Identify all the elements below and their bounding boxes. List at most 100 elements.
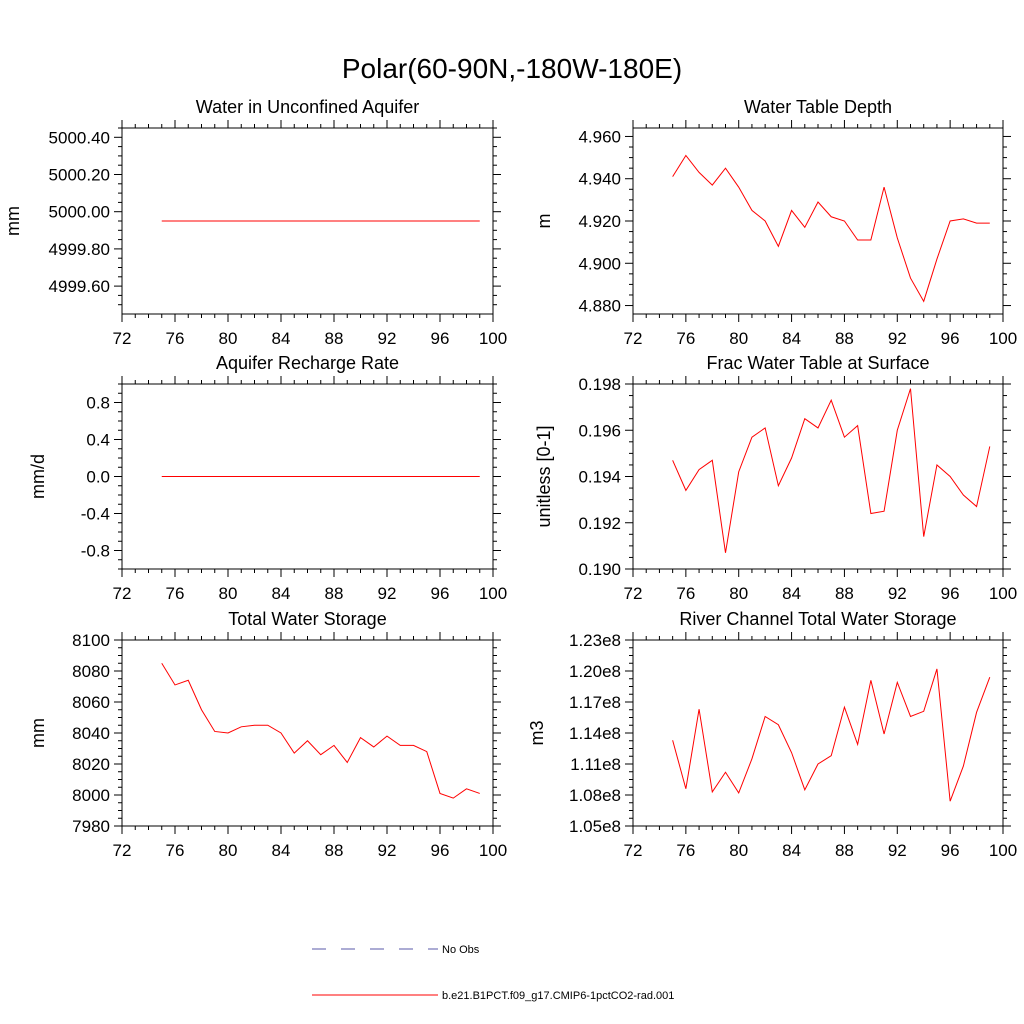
legend: No Obs b.e21.B1PCT.f09_g17.CMIP6-1pctCO2… bbox=[312, 944, 674, 1002]
y-tick-label: 0.190 bbox=[578, 560, 621, 579]
panel-aquifer-recharge: Aquifer Recharge Rate 72 76 80 84 88 92 96 100 0.… bbox=[28, 353, 507, 603]
y-axis-label: mm bbox=[3, 206, 23, 236]
y-tick-label: 8080 bbox=[72, 662, 110, 681]
series-line-model bbox=[672, 154, 990, 303]
x-tick-label: 80 bbox=[729, 584, 748, 603]
y-tick-label: 8000 bbox=[72, 786, 110, 805]
x-tick-label: 92 bbox=[378, 841, 397, 860]
y-tick-label: 1.23e8 bbox=[569, 631, 621, 650]
y-tick-label: 4.880 bbox=[578, 297, 621, 316]
y-tick-label: 0.194 bbox=[578, 468, 621, 487]
x-tick-label: 84 bbox=[782, 584, 801, 603]
y-tick-label: 8100 bbox=[72, 631, 110, 650]
y-tick-label: 0.192 bbox=[578, 514, 621, 533]
y-tick-label: 1.17e8 bbox=[569, 693, 621, 712]
legend-label-no-obs: No Obs bbox=[442, 944, 480, 956]
series-line-model bbox=[161, 662, 480, 799]
panel-title: Aquifer Recharge Rate bbox=[216, 353, 399, 373]
panel-title: Frac Water Table at Surface bbox=[706, 353, 929, 373]
panel-water-table-depth: Water Table Depth 72 76 80 84 88 92 96 100 4.960 4… bbox=[534, 97, 1017, 348]
x-tick-label: 76 bbox=[676, 841, 695, 860]
x-tick-label: 96 bbox=[431, 841, 450, 860]
x-tick-label: 100 bbox=[479, 584, 507, 603]
x-tick-label: 76 bbox=[166, 584, 185, 603]
legend-label-model: b.e21.B1PCT.f09_g17.CMIP6-1pctCO2-rad.00… bbox=[442, 990, 674, 1002]
x-tick-label: 88 bbox=[835, 584, 854, 603]
x-tick-label: 100 bbox=[989, 841, 1017, 860]
x-tick-label: 88 bbox=[325, 584, 344, 603]
y-axis-label: unitless [0-1] bbox=[534, 425, 554, 527]
plot-frame bbox=[632, 383, 1004, 570]
panel-frac-water-table: Frac Water Table at Surface 72 76 80 84 88 92 9… bbox=[534, 353, 1017, 603]
x-tick-label: 100 bbox=[479, 329, 507, 348]
x-tick-label: 92 bbox=[888, 329, 907, 348]
y-tick-label: 5000.40 bbox=[49, 128, 110, 147]
x-tick-label: 80 bbox=[219, 584, 238, 603]
x-tick-label: 92 bbox=[378, 329, 397, 348]
x-tick-label: 80 bbox=[219, 841, 238, 860]
y-tick-label: 4.900 bbox=[578, 254, 621, 273]
y-tick-label: 4999.80 bbox=[49, 240, 110, 259]
y-axis-label: mm/d bbox=[28, 454, 48, 499]
x-tick-label: 88 bbox=[835, 329, 854, 348]
x-tick-label: 96 bbox=[431, 329, 450, 348]
panel-title: River Channel Total Water Storage bbox=[679, 609, 956, 629]
y-tick-label: 5000.00 bbox=[49, 203, 110, 222]
y-tick-label: 5000.20 bbox=[49, 166, 110, 185]
x-tick-label: 84 bbox=[272, 841, 291, 860]
x-tick-label: 84 bbox=[272, 584, 291, 603]
y-tick-label: 0.198 bbox=[578, 375, 621, 394]
x-tick-label: 100 bbox=[479, 841, 507, 860]
x-tick-label: 76 bbox=[676, 584, 695, 603]
y-tick-label: 4.920 bbox=[578, 212, 621, 231]
y-tick-label: 7980 bbox=[72, 817, 110, 836]
x-tick-label: 80 bbox=[219, 329, 238, 348]
y-tick-label: 1.20e8 bbox=[569, 662, 621, 681]
plot-frame bbox=[632, 127, 1004, 315]
x-tick-label: 92 bbox=[378, 584, 397, 603]
x-tick-label: 80 bbox=[729, 841, 748, 860]
y-tick-label: 1.08e8 bbox=[569, 786, 621, 805]
y-tick-label: 1.14e8 bbox=[569, 724, 621, 743]
panel-title: Total Water Storage bbox=[228, 609, 386, 629]
x-tick-label: 76 bbox=[166, 841, 185, 860]
x-tick-label: 88 bbox=[325, 841, 344, 860]
x-tick-label: 96 bbox=[941, 841, 960, 860]
y-tick-label: -0.4 bbox=[81, 505, 110, 524]
panel-total-water-storage: Total Water Storage 72 76 80 84 88 92 96 100 8100… bbox=[28, 609, 507, 860]
y-tick-label: 8040 bbox=[72, 724, 110, 743]
x-tick-label: 92 bbox=[888, 841, 907, 860]
x-tick-label: 76 bbox=[676, 329, 695, 348]
y-tick-label: 0.196 bbox=[578, 421, 621, 440]
panel-title: Water in Unconfined Aquifer bbox=[196, 97, 419, 117]
y-axis-label: mm bbox=[28, 718, 48, 748]
y-axis-label: m3 bbox=[527, 720, 547, 745]
y-tick-label: 1.11e8 bbox=[570, 755, 621, 774]
x-tick-label: 100 bbox=[989, 584, 1017, 603]
x-tick-label: 84 bbox=[272, 329, 291, 348]
x-tick-label: 72 bbox=[624, 584, 643, 603]
panel-river-channel-storage: River Channel Total Water Storage 72 76 80 8… bbox=[527, 609, 1017, 860]
y-tick-label: 0.4 bbox=[86, 431, 110, 450]
x-tick-label: 92 bbox=[888, 584, 907, 603]
x-tick-label: 96 bbox=[431, 584, 450, 603]
x-tick-label: 72 bbox=[113, 329, 132, 348]
x-tick-label: 88 bbox=[325, 329, 344, 348]
plot-frame bbox=[121, 639, 494, 827]
y-tick-label: 8060 bbox=[72, 693, 110, 712]
x-tick-label: 72 bbox=[624, 329, 643, 348]
y-tick-label: -0.8 bbox=[81, 542, 110, 561]
x-tick-label: 84 bbox=[782, 329, 801, 348]
panel-unconfined-aquifer: Water in Unconfined Aquifer 72 76 80 84 88 92 9… bbox=[3, 97, 507, 348]
y-tick-label: 4.940 bbox=[578, 170, 621, 189]
x-tick-label: 84 bbox=[782, 841, 801, 860]
x-tick-label: 76 bbox=[166, 329, 185, 348]
x-tick-label: 96 bbox=[941, 329, 960, 348]
y-tick-label: 4.960 bbox=[578, 127, 621, 146]
series-line-model bbox=[672, 668, 991, 802]
y-tick-label: 1.05e8 bbox=[569, 817, 621, 836]
y-tick-label: 8020 bbox=[72, 755, 110, 774]
x-tick-label: 72 bbox=[113, 841, 132, 860]
series-line-model bbox=[672, 388, 991, 553]
